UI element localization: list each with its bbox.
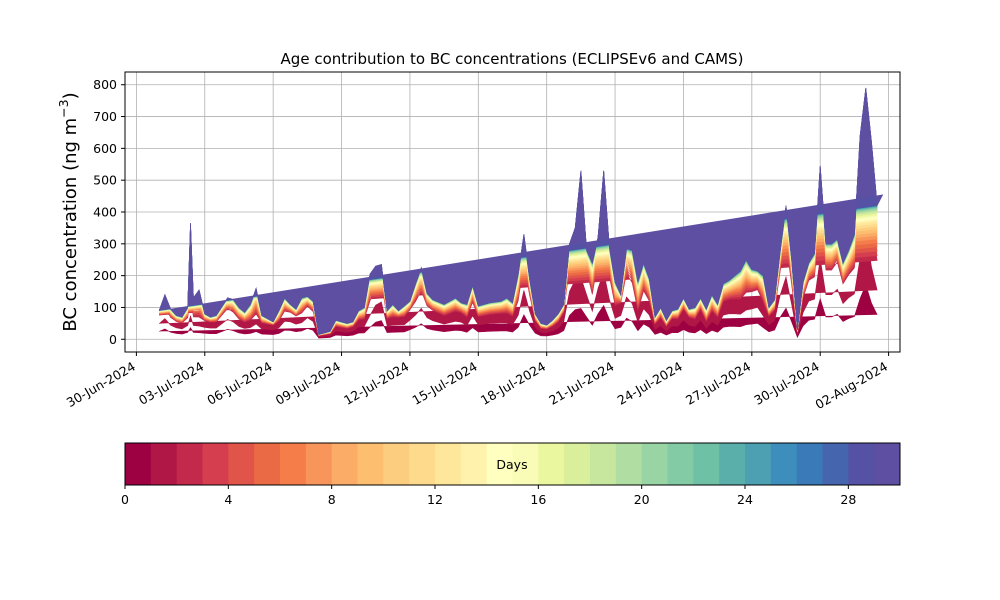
colorbar-tick-label: 16	[530, 492, 546, 507]
x-tick-label: 15-Jul-2024	[409, 359, 479, 408]
y-axis-label: BC concentration (ng m−3)	[56, 92, 81, 331]
colorbar-swatch	[331, 443, 358, 485]
colorbar-swatch	[874, 443, 901, 485]
colorbar-swatch	[228, 443, 255, 485]
y-tick-label: 300	[93, 236, 117, 251]
colorbar-swatch	[641, 443, 668, 485]
colorbar-swatch	[486, 443, 513, 485]
x-tick-label: 06-Jul-2024	[204, 359, 274, 408]
colorbar-swatch	[357, 443, 384, 485]
colorbar-tick-label: 24	[737, 492, 753, 507]
x-tick-label: 12-Jul-2024	[341, 359, 411, 408]
x-tick-label: 30-Jul-2024	[751, 359, 821, 408]
age-band-0-1-days	[159, 283, 878, 339]
colorbar-swatch	[435, 443, 462, 485]
x-tick-label: 18-Jul-2024	[478, 359, 548, 408]
colorbar-swatch	[202, 443, 229, 485]
y-tick-label: 500	[93, 173, 117, 188]
colorbar-swatch	[280, 443, 307, 485]
colorbar-swatch	[719, 443, 746, 485]
x-tick-label: 02-Aug-2024	[813, 359, 891, 412]
colorbar-swatch	[848, 443, 875, 485]
colorbar-swatch	[254, 443, 281, 485]
colorbar-tick-label: 20	[634, 492, 650, 507]
colorbar-tick-label: 8	[328, 492, 336, 507]
colorbar-swatch	[150, 443, 178, 485]
colorbar-swatch	[615, 443, 643, 485]
y-tick-label: 0	[109, 332, 117, 347]
colorbar-swatch	[590, 443, 617, 485]
colorbar-swatch	[693, 443, 720, 485]
colorbar-swatch	[538, 443, 565, 485]
colorbar-swatch	[125, 443, 152, 485]
age-band-29-30-days	[158, 87, 884, 335]
y-tick-label: 200	[93, 268, 117, 283]
colorbar: 0 4 8 12 16 20 24 28	[121, 442, 901, 507]
colorbar-swatch	[512, 443, 539, 485]
colorbar-frame	[124, 442, 901, 486]
colorbar-tick-label: 12	[427, 492, 443, 507]
x-tick-label: 27-Jul-2024	[683, 359, 753, 408]
colorbar-swatch	[796, 443, 823, 485]
colorbar-swatch	[460, 443, 488, 485]
colorbar-swatch	[745, 443, 772, 485]
y-tick-label: 800	[93, 77, 117, 92]
x-tick-label: 24-Jul-2024	[615, 359, 685, 408]
colorbar-swatch	[822, 443, 849, 485]
y-tick-label: 400	[93, 205, 117, 220]
colorbar-swatch	[383, 443, 410, 485]
colorbar-swatch	[770, 443, 798, 485]
colorbar-swatch	[176, 443, 203, 485]
chart-title: Age contribution to BC concentrations (E…	[281, 50, 744, 68]
y-tick-label: 700	[93, 109, 117, 124]
x-tick-label: 09-Jul-2024	[273, 359, 343, 408]
colorbar-swatch	[667, 443, 694, 485]
x-tick-label: 03-Jul-2024	[136, 359, 206, 408]
x-tick-label: 30-Jun-2024	[64, 359, 138, 410]
colorbar-swatch	[409, 443, 436, 485]
colorbar-tick-label: 4	[224, 492, 232, 507]
colorbar-swatch	[305, 443, 333, 485]
colorbar-tick-label: 0	[121, 492, 129, 507]
age-stacked-areas	[158, 87, 884, 339]
colorbar-label: Days	[496, 457, 527, 472]
x-tick-label: 21-Jul-2024	[546, 359, 616, 408]
colorbar-swatch	[564, 443, 591, 485]
colorbar-tick-label: 28	[840, 492, 856, 507]
y-tick-label: 600	[93, 141, 117, 156]
y-tick-label: 100	[93, 300, 117, 315]
